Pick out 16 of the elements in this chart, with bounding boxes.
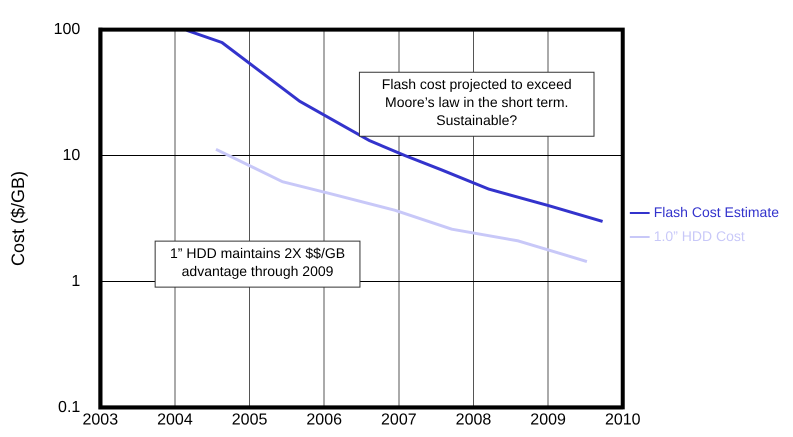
legend-label: Flash Cost Estimate <box>654 204 780 220</box>
x-tick-label: 2006 <box>306 411 342 428</box>
x-tick-label: 2009 <box>530 411 566 428</box>
annotation: Flash cost projected to exceed Moore’s law in the short term. Sustainable? <box>382 76 572 128</box>
y-tick-label: 10 <box>62 146 80 164</box>
x-tick-label: 2004 <box>157 411 193 428</box>
x-tick-label: 2010 <box>604 411 641 428</box>
y-tick-label: 1 <box>71 272 80 290</box>
x-tick-label: 2005 <box>232 411 268 428</box>
y-tick-label: 0.1 <box>58 398 80 416</box>
y-tick-label: 100 <box>54 21 80 38</box>
annotation: 1” HDD maintains 2X $$/GB advantage through 2009 <box>170 245 346 280</box>
y-axis-title: Cost ($/GB) <box>8 170 28 266</box>
x-tick-label: 2008 <box>456 411 492 428</box>
x-tick-label: 2003 <box>82 411 118 428</box>
x-tick-label: 2007 <box>381 411 417 428</box>
